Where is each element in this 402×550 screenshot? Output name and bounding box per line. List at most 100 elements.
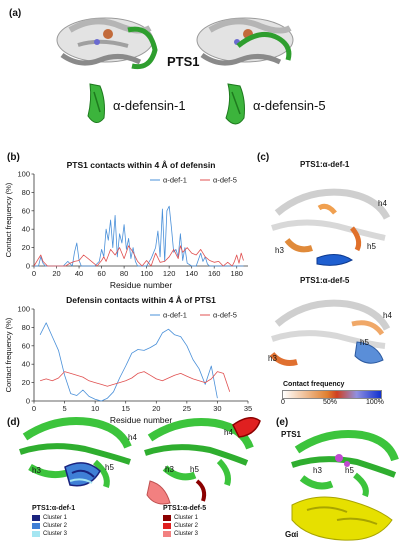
x-tick-label: 10 [91, 404, 99, 413]
x-tick-label: 0 [32, 269, 36, 278]
y-tick-label: 80 [22, 188, 30, 197]
colorbar-tick-0: 0 [281, 399, 285, 406]
colorbar-title: Contact frequency [283, 381, 345, 388]
pts1-structure-left [56, 17, 154, 66]
x-tick-label: 35 [244, 404, 252, 413]
legend-item: Cluster 2 [163, 522, 198, 530]
panel-c-label: (c) [257, 152, 270, 163]
d-right-helix-h5: h5 [190, 465, 199, 474]
d-left-helix-h4: h4 [128, 433, 137, 442]
panel-a-label: (a) [9, 8, 22, 19]
x-tick-label: 180 [230, 269, 243, 278]
c-bottom-helix-h5: h5 [360, 338, 369, 347]
legend-item: Cluster 1 [32, 514, 67, 522]
colorbar-tick-50: 50% [323, 399, 338, 406]
x-tick-label: 20 [52, 269, 60, 278]
panel-e-pts1-label: PTS1 [281, 430, 302, 439]
legend-swatch [32, 515, 40, 521]
panel-e-label: (e) [276, 417, 289, 428]
d-left-helix-h5: h5 [105, 463, 114, 472]
legend-swatch [32, 531, 40, 537]
legend-label: Cluster 3 [174, 531, 199, 537]
legend-item: Cluster 3 [163, 530, 198, 538]
x-tick-label: 20 [152, 404, 160, 413]
legend-label: Cluster 3 [43, 531, 68, 537]
d-right-helix-h3: h3 [165, 465, 174, 474]
panel-c-bottom-structure [269, 299, 391, 366]
chart-title: PTS1 contacts within 4 Å of defensin [67, 160, 216, 170]
series-line-2 [33, 245, 244, 267]
defensin-5-label: α-defensin-5 [253, 98, 326, 113]
y-tick-label: 60 [22, 206, 30, 215]
legend-label-2: α-def-5 [213, 176, 237, 185]
x-tick-label: 25 [183, 404, 191, 413]
panel-a-structures [56, 17, 294, 125]
pts1-structure-right-green [236, 31, 292, 61]
x-tick-label: 30 [213, 404, 221, 413]
x-tick-label: 100 [140, 269, 153, 278]
legend-swatch [32, 523, 40, 529]
legend-label-2: α-def-5 [213, 311, 237, 320]
c-top-helix-h4: h4 [378, 199, 387, 208]
chart-b-bottom: Defensin contacts within 4 Å of PTS1 0 5 10… [4, 295, 252, 425]
e-gai-label: Gαi [285, 530, 299, 539]
series-line-1 [34, 205, 244, 267]
panel-d-label: (d) [7, 417, 20, 428]
y-axis-label: Contact frequency (%) [4, 317, 13, 392]
d-left-legend-title: PTS1:α-def-1 [32, 505, 76, 512]
d-right-helix-h4: h4 [224, 428, 233, 437]
x-tick-label: 5 [62, 404, 66, 413]
pts1-label-a: PTS1 [167, 54, 200, 69]
series-line-2 [39, 371, 231, 392]
legend-label: Cluster 2 [43, 523, 68, 529]
panel-c-bottom-title: PTS1:α-def-5 [300, 276, 350, 285]
y-tick-label: 40 [22, 360, 30, 369]
defensin-5-structure [225, 83, 245, 125]
x-axis-label: Residue number [110, 280, 173, 290]
d-right-legend: Cluster 1 Cluster 2 Cluster 3 [163, 514, 198, 538]
panel-c-top-title: PTS1:α-def-1 [300, 160, 350, 169]
colorbar-tick-100: 100% [366, 399, 384, 406]
x-tick-label: 140 [185, 269, 198, 278]
e-helix-h5: h5 [345, 466, 354, 475]
legend-label: Cluster 1 [43, 515, 68, 521]
legend-item: Cluster 1 [163, 514, 198, 522]
legend-item: Cluster 3 [32, 530, 67, 538]
x-tick-label: 120 [163, 269, 176, 278]
panel-e-structure [291, 430, 399, 541]
x-tick-label: 15 [122, 404, 130, 413]
series-line-1 [39, 322, 218, 402]
d-right-legend-title: PTS1:α-def-5 [163, 505, 207, 512]
y-tick-label: 100 [17, 305, 30, 314]
legend-label-1: α-def-1 [163, 176, 187, 185]
y-tick-label: 80 [22, 323, 30, 332]
y-tick-label: 20 [22, 243, 30, 252]
c-bottom-helix-h3: h3 [268, 354, 277, 363]
y-tick-label: 20 [22, 378, 30, 387]
y-tick-label: 0 [26, 262, 30, 271]
x-axis-label: Residue number [110, 415, 173, 425]
legend-label: Cluster 1 [174, 515, 199, 521]
panel-b-label: (b) [7, 152, 20, 163]
y-tick-label: 60 [22, 341, 30, 350]
x-tick-label: 80 [120, 269, 128, 278]
panel-d-right-structure [144, 417, 261, 505]
x-tick-label: 160 [208, 269, 221, 278]
c-bottom-helix-h4: h4 [383, 311, 392, 320]
x-tick-label: 0 [32, 404, 36, 413]
y-tick-label: 40 [22, 225, 30, 234]
y-tick-label: 0 [26, 397, 30, 406]
defensin-1-structure [87, 83, 105, 123]
d-left-helix-h3: h3 [32, 466, 41, 475]
y-axis-label: Contact frequency (%) [4, 182, 13, 257]
x-tick-label: 60 [97, 269, 105, 278]
e-helix-h3: h3 [313, 466, 322, 475]
legend-label: Cluster 2 [174, 523, 199, 529]
legend-swatch [163, 531, 171, 537]
chart-b-top: PTS1 contacts within 4 Å of defensin 0 20 4… [4, 160, 248, 290]
legend-swatch [163, 515, 171, 521]
panel-c-top-structure [271, 188, 391, 266]
chart-title: Defensin contacts within 4 Å of PTS1 [66, 295, 216, 305]
colorbar [282, 390, 382, 399]
legend-label-1: α-def-1 [163, 311, 187, 320]
